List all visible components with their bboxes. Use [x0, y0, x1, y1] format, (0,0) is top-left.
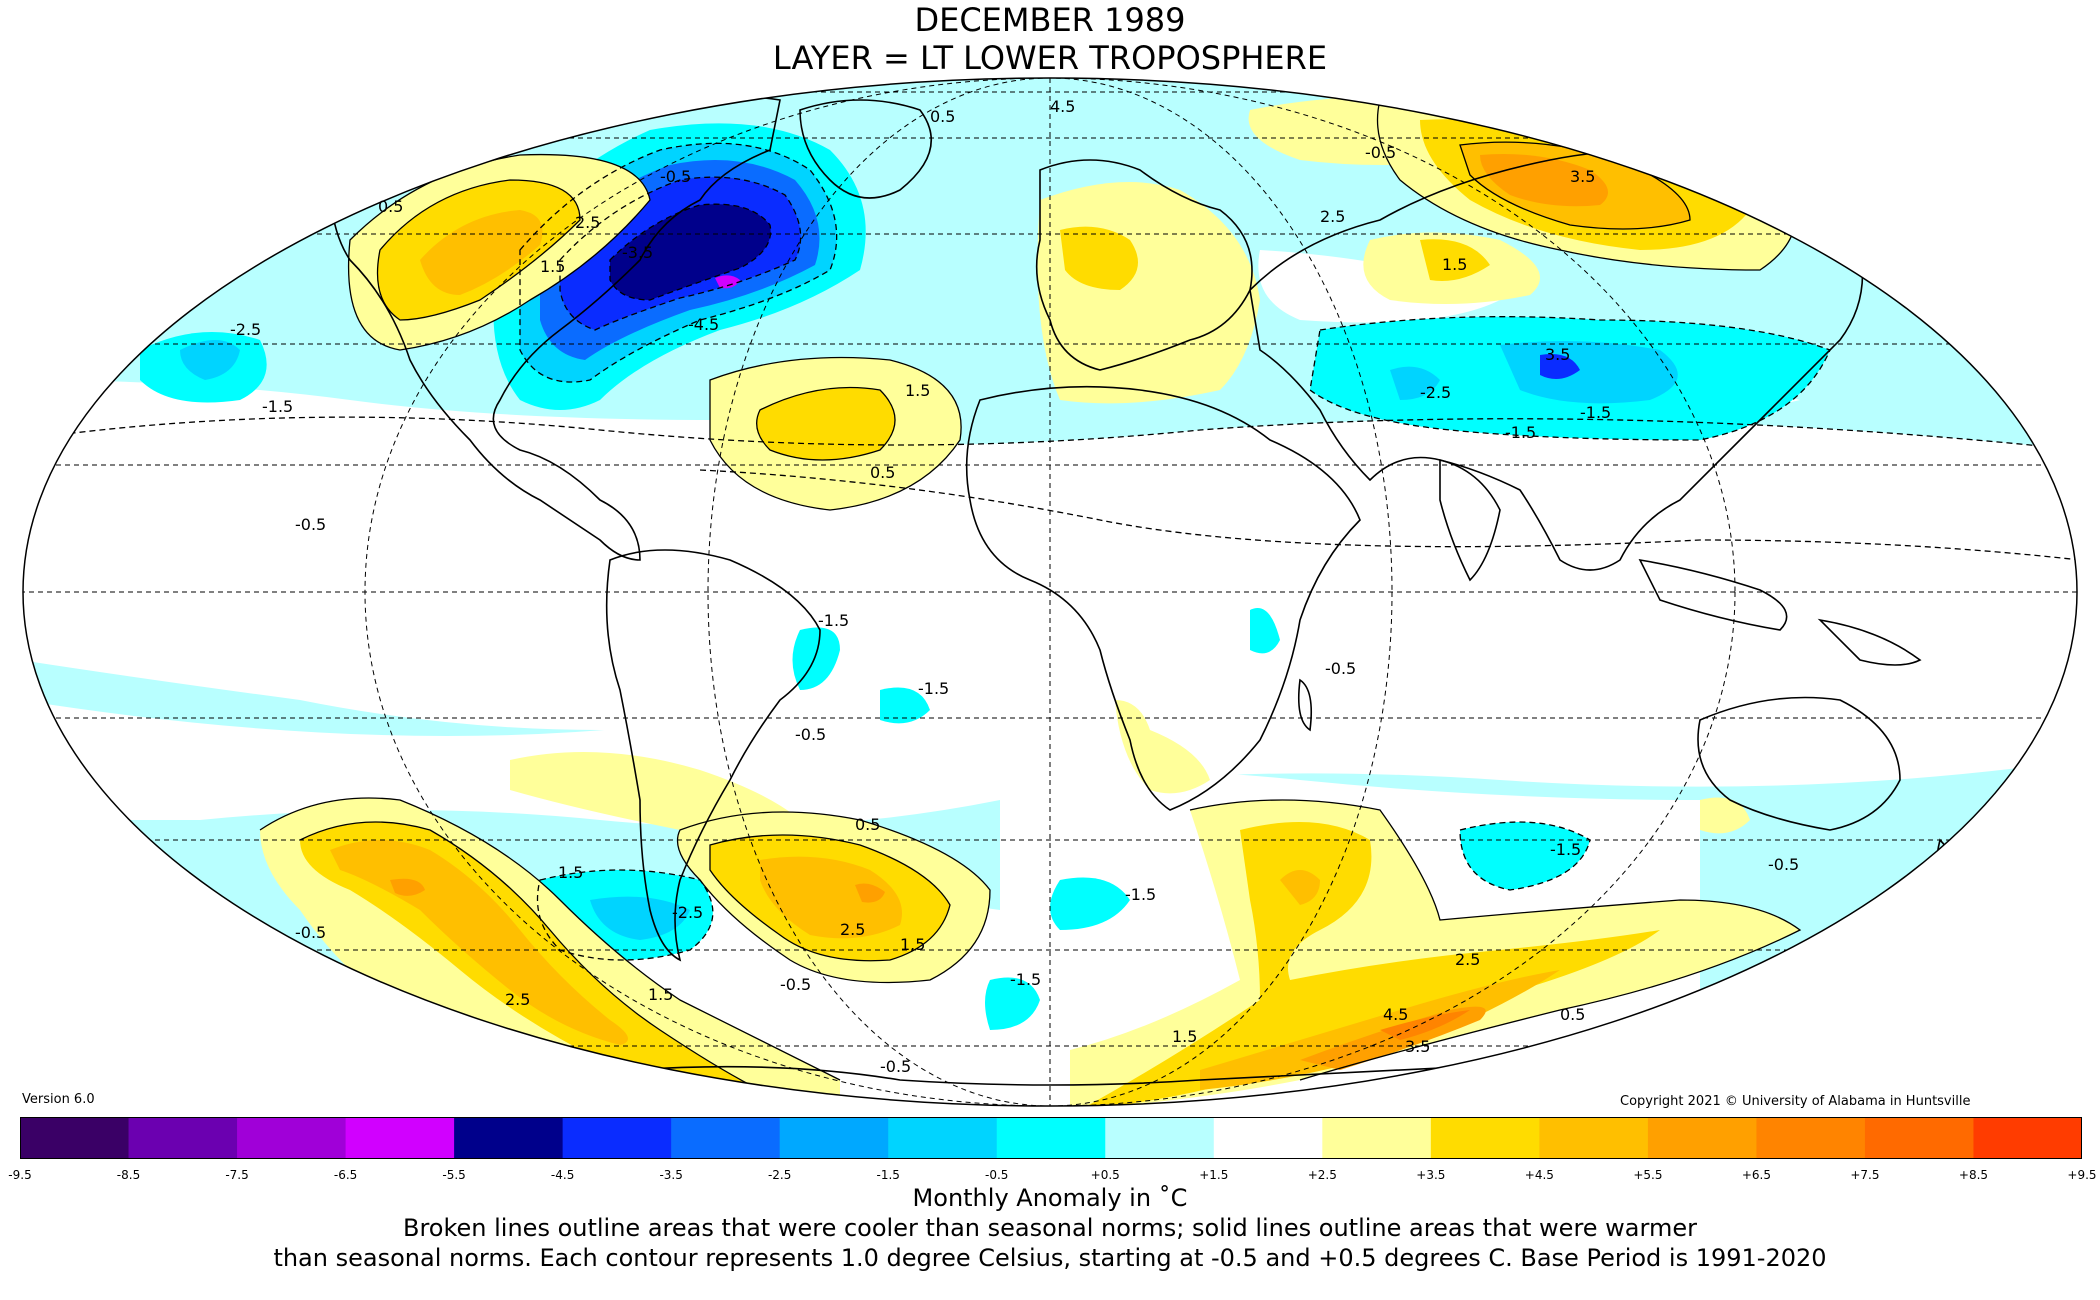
contour-label: 4.5	[1050, 97, 1075, 116]
copyright-label: Copyright 2021 © University of Alabama i…	[1620, 1094, 1971, 1109]
colorbar-tick-label: -7.5	[225, 1168, 249, 1182]
world-map: 0.5 -0.5 -1.5 -2.5 -3.5 -4.5 1.5 2.5 3.5…	[22, 77, 2078, 1107]
legend-title: Monthly Anomaly in ˚C	[912, 1184, 1188, 1212]
version-label: Version 6.0	[22, 1092, 95, 1107]
colorbar-tick-label: -8.5	[116, 1168, 141, 1182]
contour-label: -2.5	[672, 903, 703, 922]
contour-label: 1.5	[900, 935, 925, 954]
colorbar-tick-label: +2.5	[1307, 1168, 1337, 1182]
colorbar-tick-label: +1.5	[1199, 1168, 1229, 1182]
colorbar-tick-label: -6.5	[333, 1168, 358, 1182]
contour-label: -1.5	[918, 679, 949, 698]
contour-label: 1.5	[905, 381, 930, 400]
colorbar-tick-label: +7.5	[1850, 1168, 1880, 1182]
contour-label: -0.5	[795, 725, 826, 744]
colorbar-swatch	[1322, 1117, 1432, 1159]
contour-label-group: 0.5 -0.5 -1.5 -2.5 -3.5 -4.5 1.5 2.5 3.5…	[230, 97, 1799, 1076]
contour-label: -1.5	[1550, 840, 1581, 859]
colorbar	[20, 1117, 2082, 1159]
contour-label: -4.5	[688, 315, 719, 334]
colorbar-swatch	[1973, 1117, 2082, 1159]
colorbar-swatch	[345, 1117, 455, 1159]
contour-label: 1.5	[1442, 255, 1467, 274]
colorbar-tick-label: +0.5	[1090, 1168, 1120, 1182]
colorbar-tick-label: -9.5	[8, 1168, 32, 1182]
contour-label: -1.5	[1580, 403, 1611, 422]
colorbar-tick-label: -3.5	[659, 1168, 683, 1182]
contour-label: 2.5	[840, 920, 865, 939]
contour-label: -2.5	[1420, 383, 1451, 402]
colorbar-swatch	[888, 1117, 998, 1159]
contour-label: 0.5	[378, 197, 403, 216]
colorbar-tick-label: -0.5	[985, 1168, 1009, 1182]
contour-label: 2.5	[505, 990, 530, 1009]
contour-label: -0.5	[780, 975, 811, 994]
colorbar-swatch	[1756, 1117, 1866, 1159]
contour-label: 2.5	[575, 213, 600, 232]
colorbar-tick-label: +4.5	[1524, 1168, 1554, 1182]
colorbar-swatch	[128, 1117, 238, 1159]
colorbar-tick-label: +5.5	[1633, 1168, 1663, 1182]
globe-outline	[22, 77, 2078, 1107]
contour-label: -2.5	[230, 320, 261, 339]
colorbar-tick-label: -2.5	[767, 1168, 792, 1182]
contour-label: -0.5	[1325, 659, 1356, 678]
contour-label: 1.5	[558, 863, 583, 882]
contour-label: 0.5	[1560, 1005, 1585, 1024]
caption-line-1: Broken lines outline areas that were coo…	[403, 1214, 1697, 1242]
colorbar-tick-label: -4.5	[550, 1168, 575, 1182]
contour-label: 3.5	[1405, 1037, 1430, 1056]
contour-label: 0.5	[930, 107, 955, 126]
contour-label: -3.5	[622, 243, 653, 262]
contour-label: 1.5	[648, 985, 673, 1004]
colorbar-swatch	[454, 1117, 564, 1159]
colorbar-tick-label: -5.5	[442, 1168, 466, 1182]
contour-label: 3.5	[1545, 345, 1570, 364]
colorbar-swatch	[562, 1117, 672, 1159]
colorbar-swatch	[1647, 1117, 1757, 1159]
colorbar-tick-label: +8.5	[1958, 1168, 1989, 1182]
contour-label: 4.5	[1383, 1005, 1408, 1024]
colorbar-swatch	[1539, 1117, 1649, 1159]
colorbar-tick-label: -1.5	[876, 1168, 900, 1182]
colorbar-swatch	[20, 1117, 130, 1159]
contour-label: 1.5	[1172, 1027, 1197, 1046]
contour-label: -0.5	[295, 923, 326, 942]
colorbar-swatch	[1864, 1117, 1974, 1159]
colorbar-tick-label: +6.5	[1741, 1168, 1771, 1182]
colorbar-swatch	[996, 1117, 1106, 1159]
colorbar-tick-label: +3.5	[1416, 1168, 1446, 1182]
colorbar-swatch	[779, 1117, 889, 1159]
contour-label: -0.5	[660, 167, 691, 186]
title-line-1: DECEMBER 1989	[914, 1, 1186, 39]
contour-label: -1.5	[1505, 423, 1536, 442]
contour-label: -1.5	[262, 397, 293, 416]
contour-label: -1.5	[818, 611, 849, 630]
caption-line-2: than seasonal norms. Each contour repres…	[273, 1244, 1827, 1272]
colorbar-tick-label: +9.5	[2067, 1168, 2097, 1182]
contour-label: 2.5	[1455, 950, 1480, 969]
contour-label: -0.5	[880, 1057, 911, 1076]
contour-label: -0.5	[1365, 143, 1396, 162]
contour-label: 2.5	[1320, 207, 1345, 226]
title-line-2: LAYER = LT LOWER TROPOSPHERE	[772, 39, 1328, 77]
contour-label: 0.5	[855, 815, 880, 834]
contour-label: 1.5	[540, 257, 565, 276]
contour-label: 0.5	[870, 463, 895, 482]
contour-label: -1.5	[1125, 885, 1156, 904]
colorbar-swatch	[237, 1117, 347, 1159]
colorbar-swatch	[1430, 1117, 1540, 1159]
contour-label: 3.5	[1570, 167, 1595, 186]
contour-label: -0.5	[1768, 855, 1799, 874]
colorbar-swatch	[1105, 1117, 1215, 1159]
contour-label: -1.5	[1010, 970, 1041, 989]
colorbar-swatch	[671, 1117, 781, 1159]
colorbar-swatch	[1213, 1117, 1323, 1159]
contour-label: -0.5	[295, 515, 326, 534]
